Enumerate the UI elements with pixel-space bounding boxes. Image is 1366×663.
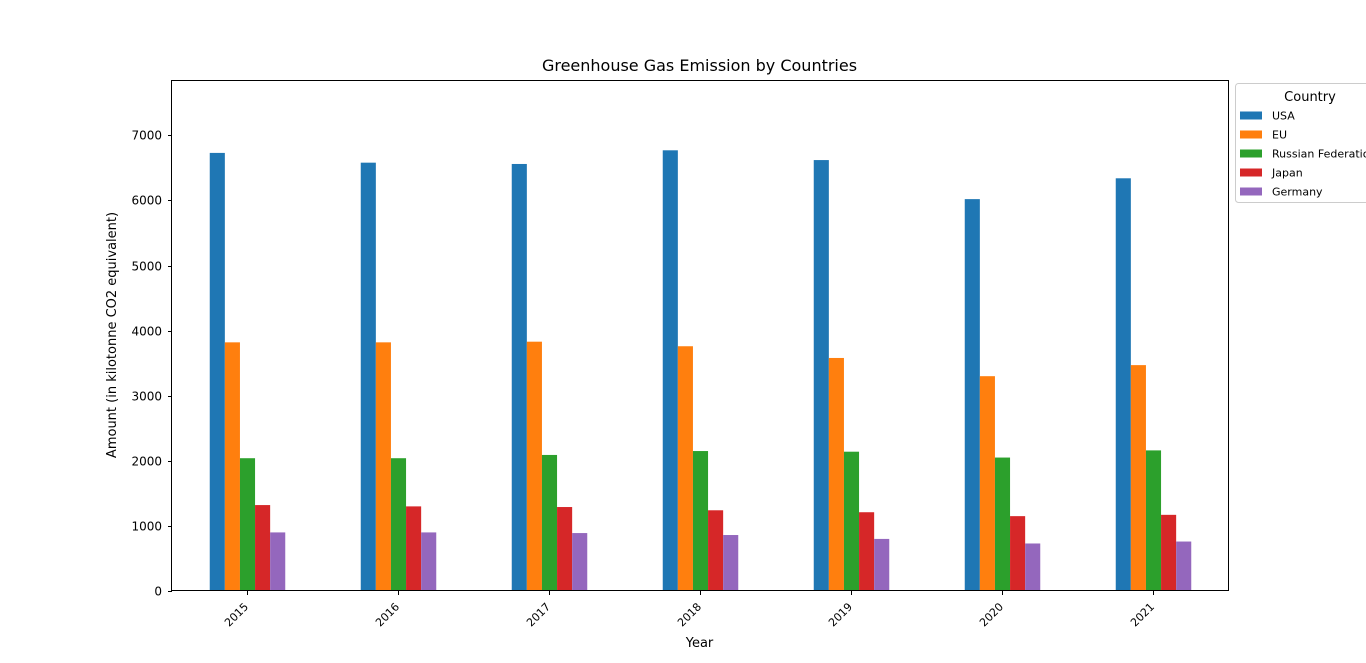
bar-eu-2018 (677, 346, 693, 591)
bar-japan-2020 (1010, 516, 1026, 591)
y-tick-label: 0 (154, 585, 162, 599)
bar-japan-2017 (557, 507, 573, 591)
bar-japan-2016 (406, 506, 422, 591)
bars (209, 150, 1192, 592)
y-tick-label: 1000 (131, 520, 162, 534)
bar-japan-2018 (708, 510, 724, 591)
y-tick-label: 4000 (131, 325, 162, 339)
chart-title: Greenhouse Gas Emission by Countries (542, 56, 857, 75)
y-axis-label: Amount (in kilotonne CO2 equivalent) (105, 212, 120, 458)
y-tick-label: 5000 (131, 260, 162, 274)
legend-swatch (1240, 130, 1262, 139)
bar-japan-2021 (1161, 514, 1177, 591)
bar-russian-federation-2019 (843, 451, 860, 591)
bar-russian-federation-2020 (994, 457, 1011, 591)
legend-label: USA (1272, 110, 1295, 123)
legend-swatch (1240, 111, 1262, 120)
bar-eu-2021 (1130, 365, 1146, 591)
legend-swatch (1240, 187, 1262, 196)
bar-germany-2017 (572, 533, 588, 591)
bar-usa-2017 (511, 163, 527, 591)
legend-box (1235, 83, 1366, 203)
x-axis: 2015 2016 2017 2018 2019 2020 2021 (222, 591, 1157, 629)
bar-germany-2020 (1025, 543, 1041, 591)
y-tick-label: 7000 (131, 129, 162, 143)
y-tick-label: 2000 (131, 455, 162, 469)
bar-germany-2021 (1176, 541, 1192, 591)
bar-usa-2020 (964, 199, 980, 591)
bar-usa-2021 (1115, 178, 1131, 592)
bar-germany-2016 (421, 532, 437, 591)
bar-germany-2018 (723, 535, 739, 591)
x-tick-label: 2021 (1128, 600, 1157, 629)
x-tick-label: 2016 (373, 600, 402, 629)
bar-germany-2015 (270, 532, 286, 591)
bar-russian-federation-2016 (390, 458, 407, 591)
bar-usa-2015 (209, 152, 225, 591)
x-tick-label: 2019 (826, 600, 855, 629)
plot-frame (171, 80, 1229, 591)
bar-japan-2015 (255, 505, 271, 591)
bar-russian-federation-2018 (692, 451, 709, 591)
y-tick-label: 3000 (131, 390, 162, 404)
legend-label: Russian Federation (1272, 148, 1366, 161)
legend-entries: USA EU Russian Federation Japan Germany (1240, 110, 1366, 199)
bar-germany-2019 (874, 538, 890, 591)
y-axis: 0 1000 2000 3000 4000 5000 6000 7000 (131, 129, 172, 599)
bar-russian-federation-2015 (239, 458, 256, 591)
legend: Country USA EU Russian Federation Japan Germ… (1235, 83, 1366, 203)
bar-usa-2016 (360, 162, 376, 592)
bar-usa-2018 (662, 150, 678, 592)
bar-eu-2020 (979, 376, 995, 591)
x-tick-label: 2015 (222, 600, 251, 629)
bar-russian-federation-2017 (541, 454, 558, 591)
legend-label: EU (1272, 129, 1287, 142)
legend-swatch (1240, 149, 1262, 158)
x-tick-label: 2020 (977, 600, 1006, 629)
legend-title: Country (1284, 90, 1336, 105)
bar-russian-federation-2021 (1145, 450, 1162, 591)
legend-label: Japan (1271, 167, 1303, 180)
x-tick-label: 2018 (675, 600, 704, 629)
legend-swatch (1240, 168, 1262, 177)
bar-eu-2017 (526, 341, 542, 591)
y-tick-label: 6000 (131, 194, 162, 208)
x-tick-label: 2017 (524, 600, 553, 629)
x-axis-label: Year (685, 636, 714, 651)
bar-eu-2016 (375, 342, 391, 591)
bar-eu-2015 (224, 342, 240, 591)
bar-usa-2019 (813, 160, 829, 591)
bar-japan-2019 (859, 512, 875, 591)
bar-eu-2019 (828, 357, 844, 591)
legend-label: Germany (1272, 186, 1323, 199)
